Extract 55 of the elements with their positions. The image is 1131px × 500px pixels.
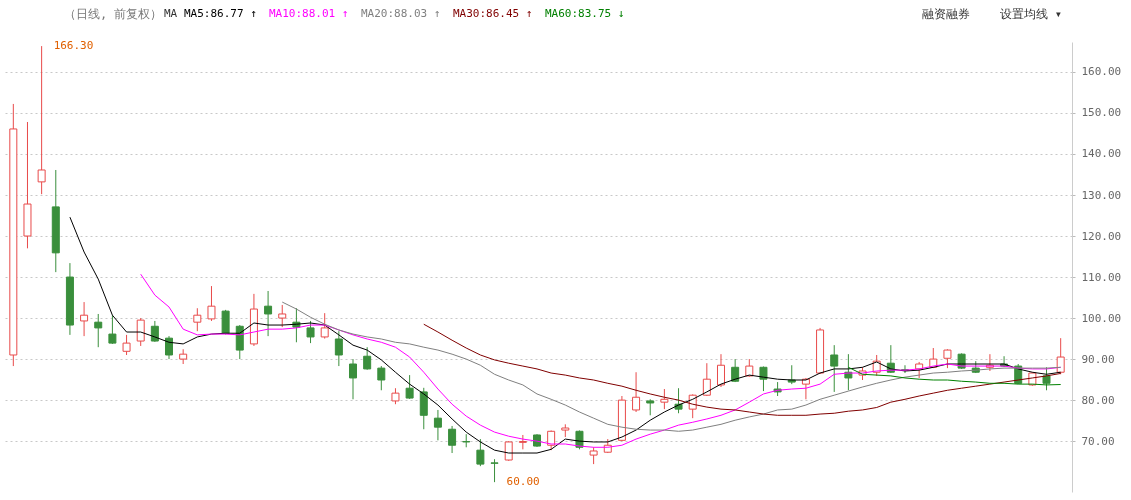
candlestick: [235, 324, 244, 360]
candlestick: [334, 330, 343, 367]
annotation: 166.30: [53, 39, 94, 53]
candlestick: [349, 358, 358, 400]
candlestick: [1056, 337, 1065, 375]
candlestick: [278, 304, 287, 328]
candlestick: [943, 348, 952, 369]
candlestick: [702, 362, 711, 397]
candlestick: [165, 335, 174, 360]
y-tick-label: 80.00: [1081, 393, 1115, 407]
text: MA60:83.75 ↓: [545, 7, 625, 20]
y-tick-label: 90.00: [1081, 352, 1115, 366]
candlestick: [759, 365, 768, 392]
candlestick: [632, 371, 641, 413]
candlestick: [830, 344, 839, 393]
text: 融资融券: [922, 7, 970, 21]
candlestick: [37, 45, 46, 195]
candlestick: [716, 353, 725, 388]
candlestick: [476, 438, 485, 467]
text: MA10:88.01 ↑: [269, 7, 349, 20]
candlestick: [490, 458, 499, 483]
candlestick: [306, 320, 315, 344]
candlestick: [405, 374, 414, 400]
text: 设置均线 ▾: [999, 7, 1062, 21]
candlestick: [94, 313, 103, 348]
candlestick: [122, 334, 131, 356]
text: MA5:86.77 ↑: [184, 7, 257, 20]
candlestick: [264, 290, 273, 337]
line-series: [847, 366, 1062, 386]
candlestick: [150, 320, 159, 343]
candlestick: [377, 365, 386, 391]
y-tick-label: 130.00: [1081, 188, 1122, 202]
legend-title: MA: [164, 7, 178, 20]
text: MA30:86.45 ↑: [453, 7, 533, 20]
candlestick: [419, 387, 428, 430]
candlestick: [136, 317, 145, 347]
y-tick-label: 110.00: [1081, 270, 1122, 284]
y-tick-label: 100.00: [1081, 311, 1122, 325]
y-tick-label: 120.00: [1081, 229, 1122, 243]
candlestick: [433, 409, 442, 441]
y-tick-label: 150.00: [1081, 106, 1122, 120]
candlestick: [193, 307, 202, 332]
candlestick: [320, 312, 329, 340]
text: MA20:88.03 ↑: [361, 7, 441, 20]
candlestick: [363, 346, 372, 371]
annotation: 60.00: [506, 475, 540, 489]
candlestick: [448, 425, 457, 454]
y-tick-label: 140.00: [1081, 147, 1122, 161]
candlestick: [660, 388, 669, 410]
chart-subtitle: （日线, 前复权）: [64, 7, 163, 21]
y-tick-label: 160.00: [1081, 65, 1122, 79]
y-tick-label: 70.00: [1081, 434, 1115, 448]
candlestick: [80, 301, 89, 337]
candlestick: [108, 314, 117, 345]
candlestick: [207, 285, 216, 322]
